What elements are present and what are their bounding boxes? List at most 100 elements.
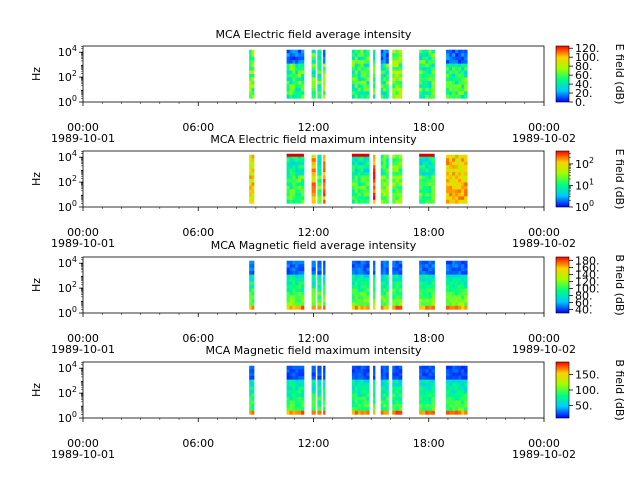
spectrogram-cell	[392, 369, 396, 374]
spectrogram-cell	[425, 199, 429, 204]
spectrogram-cell	[354, 185, 359, 190]
spectrogram-cell	[452, 400, 456, 405]
spectrogram-cell	[452, 185, 456, 190]
spectrogram-cell	[455, 179, 459, 183]
spectrogram-cell	[419, 281, 423, 286]
spectrogram-cell	[323, 281, 326, 286]
spectrogram-cell	[373, 288, 376, 293]
spectrogram-cell	[461, 302, 465, 307]
spectrogram-cell	[357, 264, 361, 269]
spectrogram-cell	[425, 410, 429, 415]
spectrogram-cell	[357, 84, 361, 89]
spectrogram-cell	[464, 271, 468, 275]
data-segment	[323, 154, 326, 204]
spectrogram-cell	[464, 379, 468, 384]
spectrogram-cell	[373, 407, 376, 412]
x-tick-date: 1989-10-02	[512, 237, 576, 250]
spectrogram-cell	[392, 91, 396, 96]
spectrogram-cell	[425, 175, 429, 180]
spectrogram-cell	[317, 264, 322, 269]
spectrogram-cell	[452, 274, 456, 279]
spectrogram-cell	[385, 172, 389, 176]
spectrogram-cell	[431, 396, 435, 401]
spectrogram-cell	[323, 80, 326, 85]
spectrogram-cell	[385, 302, 389, 307]
spectrogram-cell	[249, 302, 252, 307]
spectrogram-cell	[452, 295, 456, 300]
spectrogram-cell	[458, 84, 462, 89]
spectrogram-cell	[398, 407, 403, 412]
spectrogram-cell	[455, 305, 459, 310]
spectrogram-cell	[383, 281, 387, 286]
spectrogram-cell	[425, 302, 429, 307]
spectrogram-cell	[383, 369, 387, 374]
spectrogram-cell	[425, 291, 429, 296]
spectrogram-cell	[373, 390, 376, 394]
spectrogram-cell	[464, 196, 468, 201]
spectrogram-cell	[295, 365, 299, 370]
spectrogram-cell	[301, 179, 305, 183]
spectrogram-cell	[301, 158, 305, 163]
spectrogram-cell	[317, 91, 322, 96]
spectrogram-cell	[311, 189, 316, 194]
spectrogram-cell	[289, 49, 293, 54]
spectrogram-cell	[398, 271, 403, 275]
spectrogram-cell	[461, 158, 465, 163]
spectrogram-cell	[419, 285, 423, 289]
spectrogram-cell	[385, 396, 389, 401]
spectrogram-cell	[317, 271, 322, 275]
spectrogram-cell	[380, 267, 384, 272]
spectrogram-cell	[351, 390, 356, 394]
spectrogram-cell	[317, 189, 322, 194]
spectrogram-cell	[383, 376, 387, 380]
spectrogram-cell	[286, 84, 290, 89]
spectrogram-cell	[366, 295, 370, 300]
spectrogram-cell	[363, 168, 367, 173]
spectrogram-cell	[398, 379, 403, 384]
spectrogram-cell	[449, 87, 453, 92]
spectrogram-cell	[446, 267, 450, 272]
spectrogram-cell	[392, 390, 396, 394]
y-tick-label: 100	[58, 410, 77, 425]
spectrogram-cell	[461, 172, 465, 176]
spectrogram-cell	[383, 158, 387, 163]
spectrogram-cell	[461, 179, 465, 183]
spectrogram-cell	[464, 172, 468, 176]
spectrogram-cell	[311, 175, 316, 180]
spectrogram-cell	[398, 179, 403, 183]
spectrogram-cell	[323, 87, 326, 92]
spectrogram-cell	[357, 63, 361, 68]
spectrogram-cell	[383, 393, 387, 398]
spectrogram-cell	[464, 372, 468, 377]
spectrogram-cell	[458, 161, 462, 166]
spectrogram-cell	[363, 192, 367, 197]
spectrogram-cell	[373, 365, 376, 370]
spectrogram-cell	[464, 70, 468, 75]
spectrogram-cell	[380, 400, 384, 405]
spectrogram-cell	[461, 74, 465, 78]
spectrogram	[249, 365, 468, 415]
spectrogram-cell	[380, 379, 384, 384]
spectrogram-cell	[373, 67, 376, 71]
spectrogram-cell	[380, 185, 384, 190]
spectrogram-cell	[351, 192, 356, 197]
spectrogram-cell	[298, 56, 302, 61]
spectrogram-cell	[289, 379, 293, 384]
spectrogram-cell	[317, 84, 322, 89]
spectrogram-cell	[298, 291, 302, 296]
spectrogram-cell	[464, 91, 468, 96]
spectrogram-cell	[461, 278, 465, 282]
spectrogram-cell	[419, 49, 423, 54]
spectrogram-cell	[458, 274, 462, 279]
spectrogram-cell	[422, 179, 426, 183]
spectrogram-cell	[292, 189, 296, 194]
spectrogram-cell	[351, 403, 356, 408]
colorbar-tick-label: 40.	[575, 78, 593, 91]
spectrogram-cell	[431, 196, 435, 201]
spectrogram-cell	[360, 165, 364, 169]
spectrogram-cell	[360, 60, 364, 64]
spectrogram-cell	[395, 80, 400, 85]
spectrogram-cell	[449, 369, 453, 374]
spectrogram-cell	[311, 400, 316, 405]
spectrogram-cell	[431, 192, 435, 197]
